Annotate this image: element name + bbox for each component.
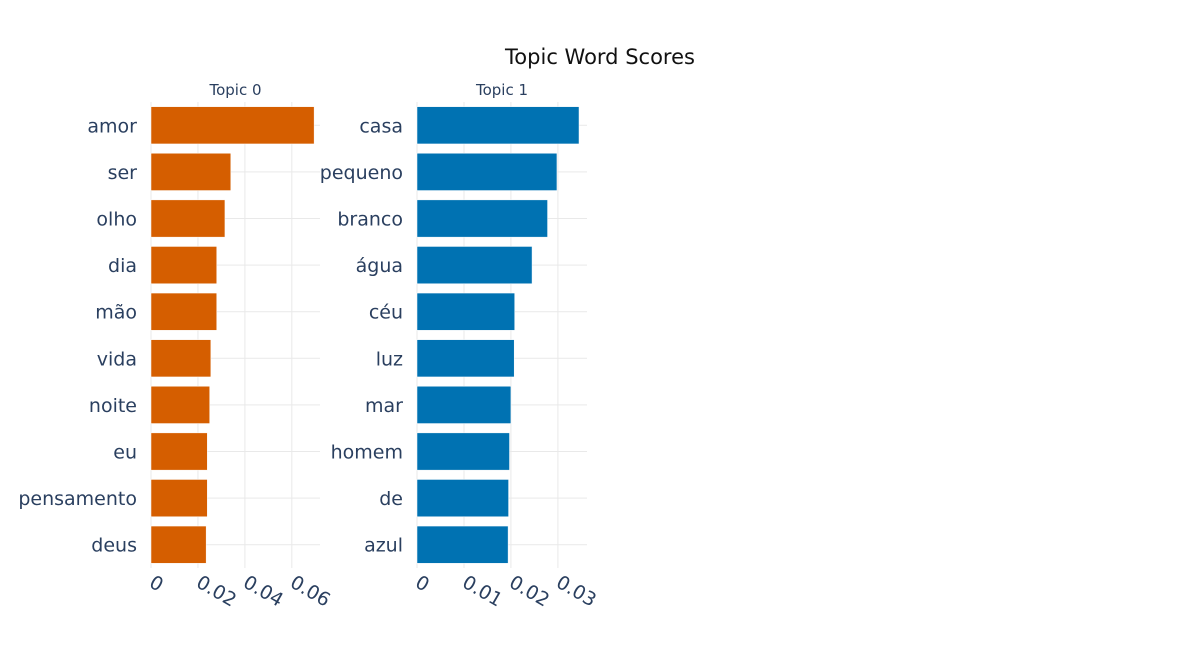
panel-0-x-tick-label-2: 0.04	[239, 571, 287, 611]
panel-1-subtitle: Topic 1	[475, 81, 528, 99]
panel-1-bar-6	[416, 386, 512, 424]
panel-1-bar-9	[416, 525, 509, 564]
panel-1-x-tick-label-3: 0.03	[552, 571, 600, 611]
panel-1-bar-0	[416, 106, 580, 145]
panel-1-bar-2	[416, 199, 548, 238]
chart-title: Topic Word Scores	[504, 45, 695, 69]
panel-0-category-label-9: deus	[91, 535, 137, 557]
panel-0-x-tick-label-3: 0.06	[286, 571, 334, 611]
panel-1-category-label-5: luz	[376, 348, 403, 370]
panel-0-category-label-1: ser	[108, 162, 138, 184]
panel-0-bar-3	[150, 246, 217, 284]
panel-0-bar-4	[150, 292, 217, 331]
panel-1-category-label-2: branco	[337, 209, 403, 231]
panel-0-x-tick-label-0: 0	[146, 571, 167, 596]
panel-1-category-label-7: homem	[331, 442, 403, 464]
panel-1-category-label-0: casa	[359, 115, 403, 137]
panel-1-category-label-8: de	[379, 488, 403, 510]
panel-1-bar-7	[416, 432, 510, 471]
panel-0-category-label-5: vida	[97, 348, 137, 370]
panel-0-bar-9	[150, 525, 207, 564]
panel-0-category-label-3: dia	[108, 255, 137, 277]
panel-1-x-tick-label-1: 0.01	[458, 571, 506, 611]
panel-0-category-label-6: noite	[89, 395, 137, 417]
panel-1-category-label-6: mar	[365, 395, 403, 417]
panel-1-bar-3	[416, 246, 533, 284]
panel-0-bar-2	[150, 199, 226, 238]
panel-1-bar-8	[416, 479, 509, 517]
panel-0-category-label-0: amor	[87, 115, 137, 137]
panel-1-x-tick-label-0: 0	[412, 571, 433, 596]
panel-0-bar-0	[150, 106, 315, 145]
panel-1-bar-5	[416, 339, 515, 378]
panel-0-category-label-7: eu	[113, 442, 137, 464]
panel-0-bar-1	[150, 153, 232, 191]
panel-0-bar-7	[150, 432, 208, 471]
panel-1-category-label-3: água	[356, 255, 403, 277]
panel-1-bar-1	[416, 153, 558, 191]
panel-1-bar-4	[416, 292, 515, 331]
panel-1-category-label-4: céu	[369, 302, 403, 324]
panel-0-bar-6	[150, 386, 210, 424]
panel-0-category-label-8: pensamento	[18, 488, 137, 510]
panel-0-bar-5	[150, 339, 212, 378]
panel-0-subtitle: Topic 0	[208, 81, 261, 99]
panel-0-category-label-2: olho	[96, 209, 137, 231]
panel-1-category-label-9: azul	[364, 535, 403, 557]
panel-0-bar-8	[150, 479, 208, 517]
panel-1-category-label-1: pequeno	[320, 162, 403, 184]
panel-0-category-label-4: mão	[95, 302, 137, 324]
panel-1-x-tick-label-2: 0.02	[505, 571, 553, 611]
panel-0-x-tick-label-1: 0.02	[192, 571, 240, 611]
